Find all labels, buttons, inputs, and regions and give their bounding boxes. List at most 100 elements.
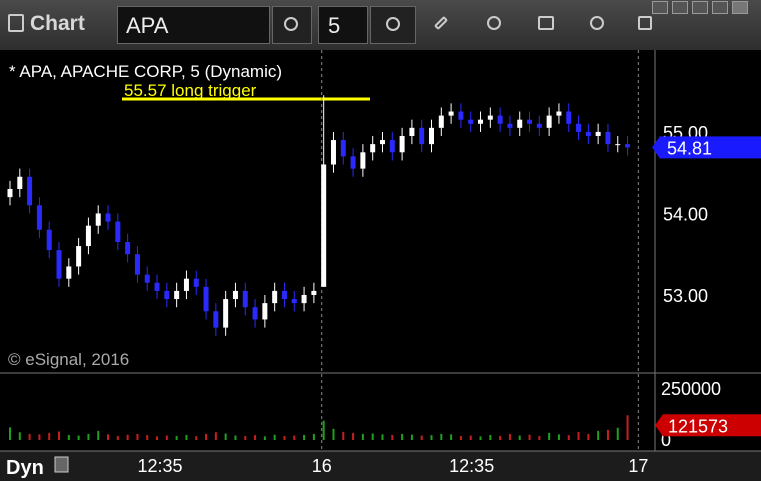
candle-body [125, 241, 131, 255]
minimize-button[interactable] [692, 1, 708, 14]
candle-body [595, 131, 601, 136]
candle-body [556, 111, 562, 116]
candle-body [517, 119, 523, 128]
candle-body [36, 205, 42, 230]
symbol-input[interactable]: APA [117, 6, 270, 44]
annotation: 55.57 long trigger [124, 81, 257, 100]
candle-body [242, 290, 248, 308]
volume-bar [254, 435, 257, 440]
help-button[interactable] [652, 1, 668, 14]
volume-bar [616, 427, 619, 440]
candle-body [507, 123, 513, 128]
candle-body [615, 144, 621, 146]
candle-body [183, 278, 189, 291]
refresh-tool[interactable] [487, 16, 501, 30]
close-button[interactable] [732, 1, 748, 14]
candle-body [56, 250, 62, 279]
volume-bar [499, 435, 502, 440]
volume-bar [116, 435, 119, 440]
candle-body [311, 290, 317, 295]
candle-body [154, 282, 160, 291]
volume-bar [303, 434, 306, 440]
candle-body [438, 115, 444, 128]
x-tick-label: 16 [312, 456, 332, 476]
candle-body [330, 140, 336, 165]
volume-bar [67, 434, 70, 440]
interval-input[interactable]: 5 [318, 6, 368, 44]
candle-body [379, 140, 385, 145]
get-tool[interactable] [538, 16, 554, 30]
candle-body [193, 278, 199, 287]
last-price-label: 54.81 [667, 138, 712, 158]
volume-bar [342, 431, 345, 440]
volume-bar [126, 434, 129, 440]
volume-bar [273, 434, 276, 440]
candle-body [223, 299, 229, 328]
symbol-button[interactable] [272, 6, 312, 44]
volume-bar [548, 432, 551, 440]
mode-label[interactable]: Dyn [6, 457, 44, 479]
candle-body [252, 307, 258, 320]
candle-body [546, 115, 552, 128]
candle-body [203, 286, 209, 312]
candle-body [576, 123, 582, 132]
x-tick-label: 12:35 [137, 456, 182, 476]
candle-body [272, 290, 278, 304]
volume-bar [450, 434, 453, 440]
pin-button[interactable] [672, 1, 688, 14]
candle-body [487, 115, 493, 120]
candle-body [46, 229, 52, 251]
volume-bar [401, 433, 404, 440]
y-tick-label: 53.00 [663, 286, 708, 306]
volume-bar [479, 436, 482, 440]
volume-bar [361, 433, 364, 440]
volume-bar [322, 420, 325, 440]
menu-tool[interactable] [638, 16, 652, 30]
volume-bar [332, 428, 335, 440]
candle-body [144, 274, 150, 283]
volume-bar [244, 435, 247, 440]
candle-body [497, 115, 503, 124]
candle-body [429, 127, 435, 145]
volume-bar [577, 431, 580, 440]
volume-bar [587, 433, 590, 440]
candle-body [585, 131, 591, 136]
draw-tool[interactable] [433, 15, 449, 31]
volume-bar [606, 429, 609, 440]
candle-body [370, 144, 376, 153]
play-tool[interactable] [590, 16, 604, 30]
volume-bar [518, 435, 521, 440]
candle-body [164, 290, 170, 300]
volume-bar [538, 435, 541, 440]
volume-bar [420, 435, 423, 440]
volume-bar [38, 434, 41, 440]
chart-title: * APA, APACHE CORP, 5 (Dynamic) [9, 62, 282, 81]
candle-body [17, 176, 23, 189]
candle-body [213, 311, 219, 328]
last-volume-arrow [655, 414, 663, 437]
candle-body [468, 119, 474, 124]
candle-body [625, 144, 631, 148]
volume-bar [58, 431, 61, 440]
volume-bar [469, 435, 472, 440]
maximize-button[interactable] [712, 1, 728, 14]
interval-button[interactable] [370, 6, 416, 44]
x-axis-bar [0, 451, 761, 481]
volume-bar [185, 434, 188, 440]
mode-icon[interactable] [54, 456, 69, 473]
candle-body [115, 221, 121, 242]
window-title: Chart [30, 12, 85, 35]
candle-body [232, 290, 238, 300]
volume-bar [352, 432, 355, 440]
chart: * APA, APACHE CORP, 5 (Dynamic) 55.57 lo… [0, 50, 761, 481]
volume-bar [18, 432, 21, 440]
candle-body [76, 246, 82, 267]
volume-bar [430, 435, 433, 440]
volume-bar [528, 434, 531, 440]
candle-body [85, 225, 91, 247]
volume-bar [626, 415, 629, 440]
volume-bar [371, 433, 374, 440]
chart-icon [8, 14, 24, 32]
candle-body [419, 127, 425, 145]
